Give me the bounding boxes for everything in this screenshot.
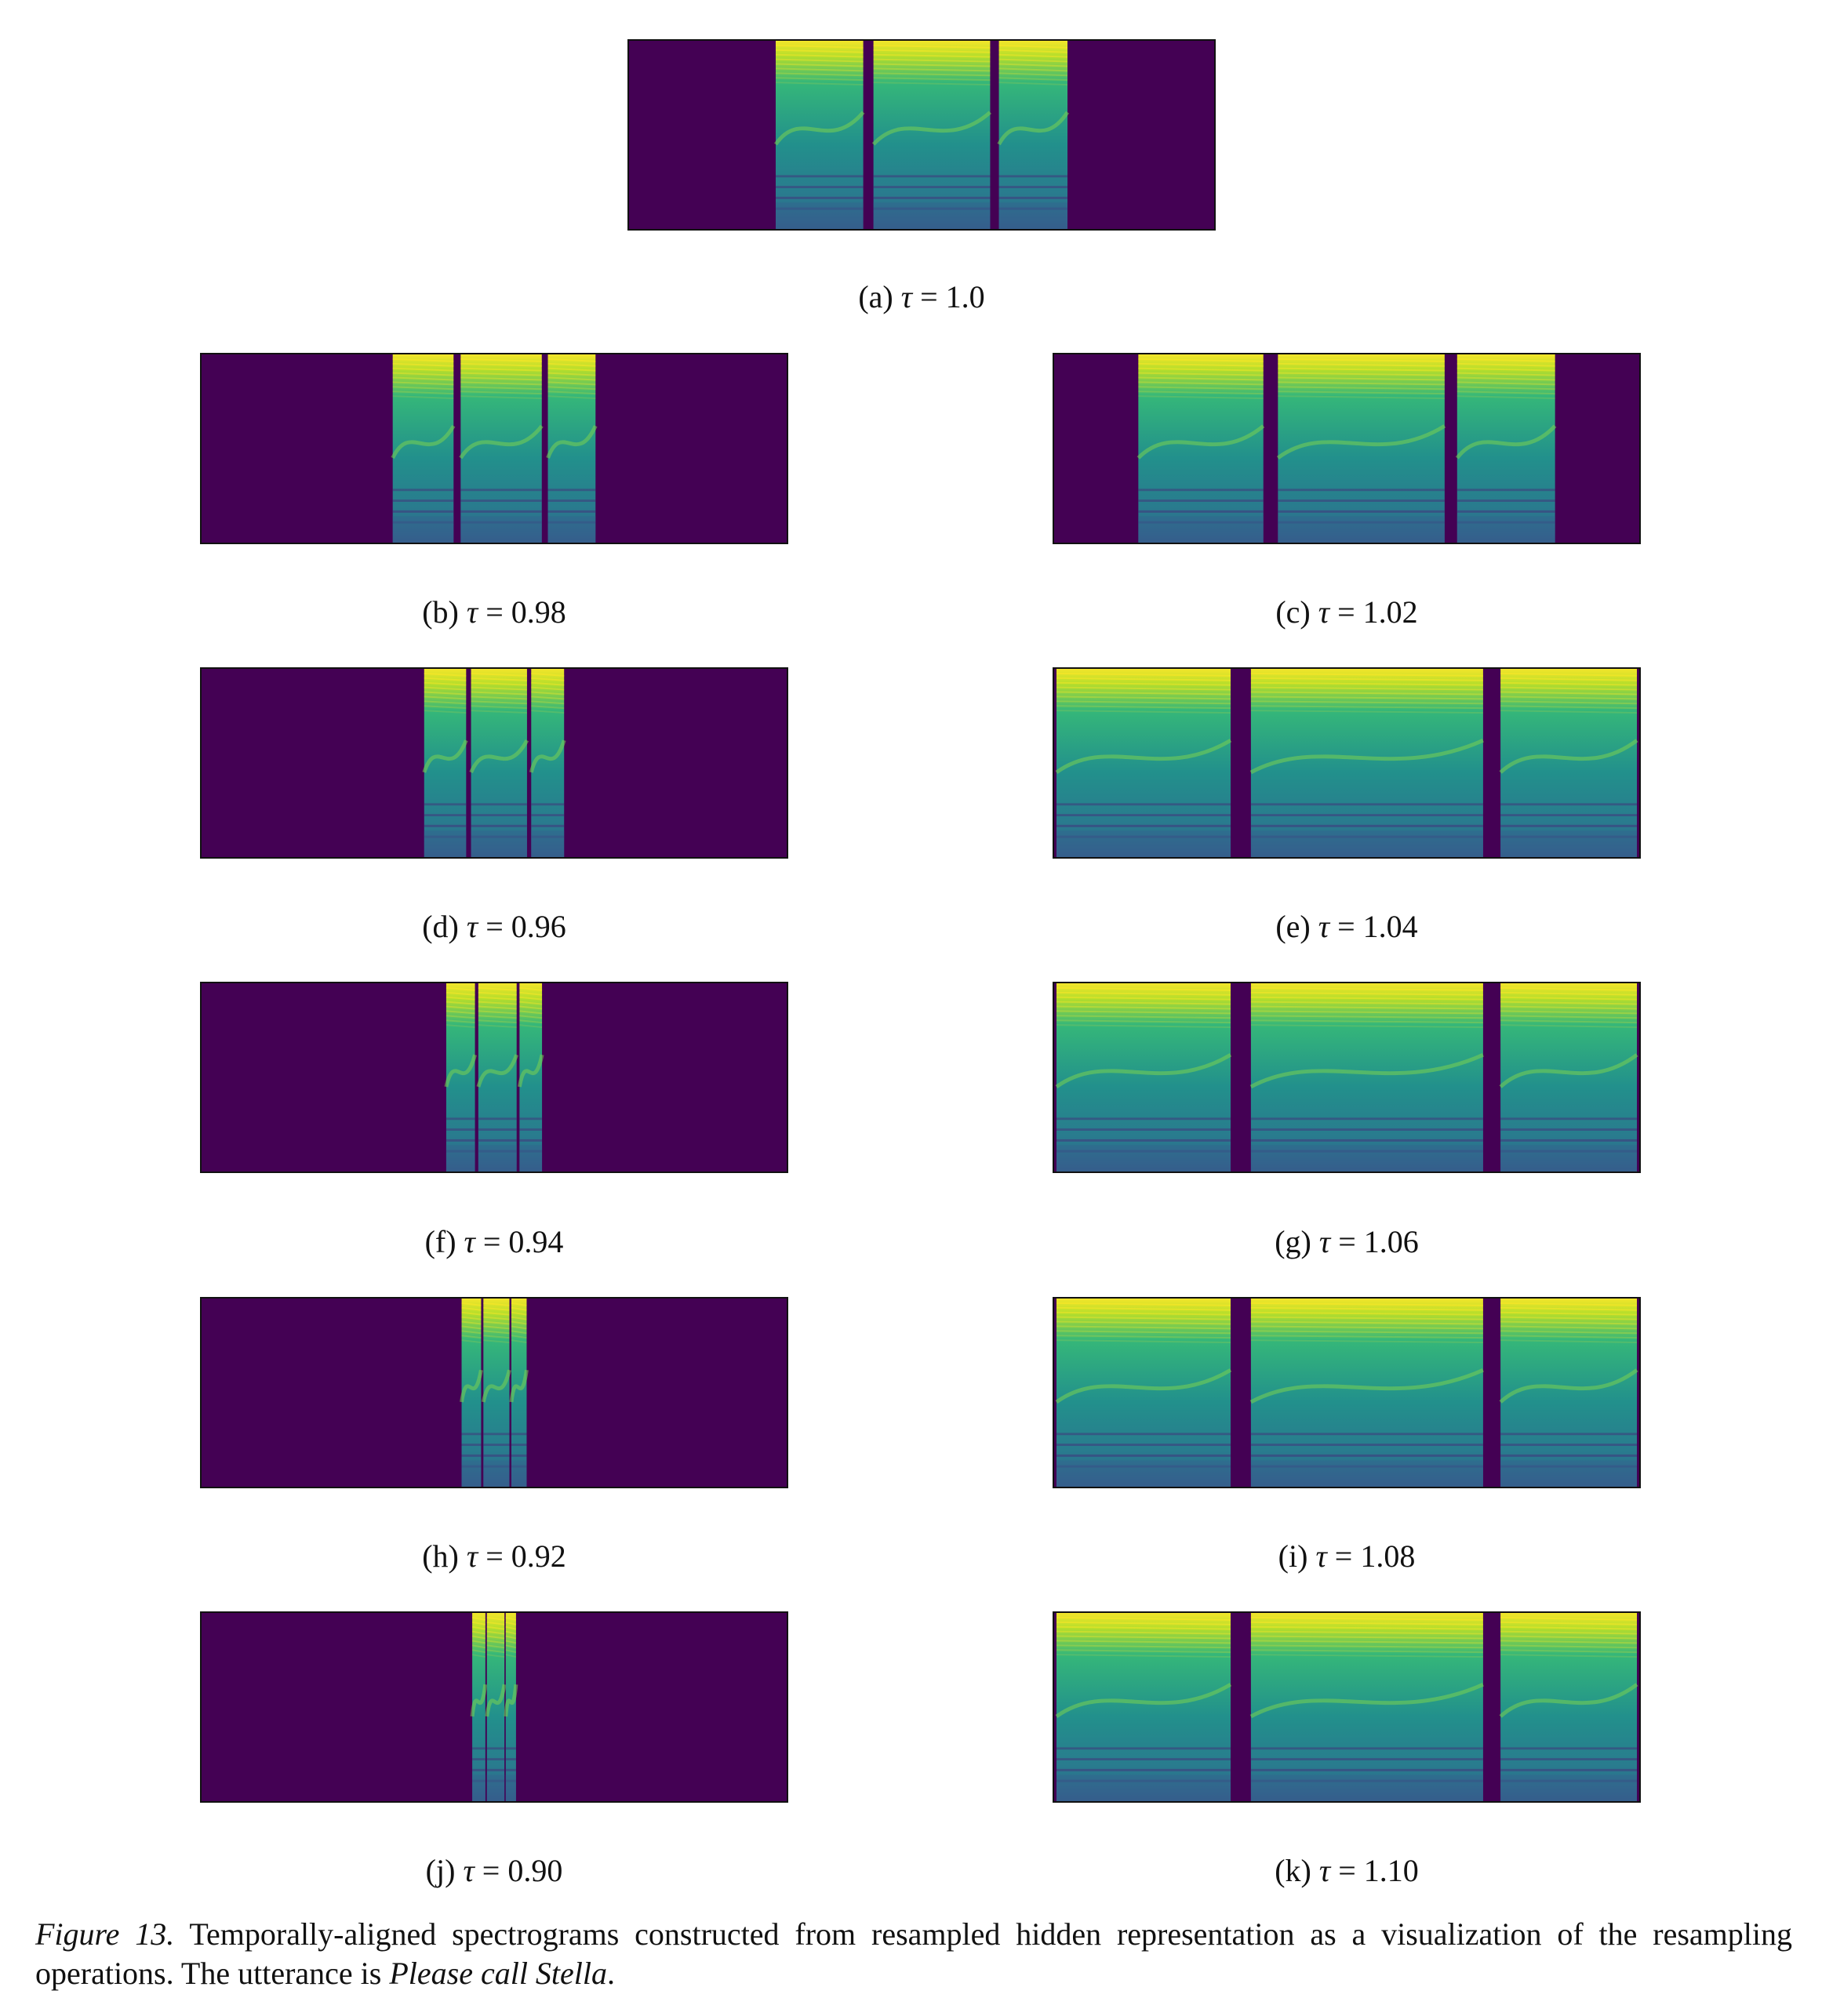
subcaption-c: (c) τ = 1.02 xyxy=(1275,594,1418,630)
spectrogram-f xyxy=(200,982,788,1173)
spectrogram-g xyxy=(1053,982,1641,1173)
spectrogram-k xyxy=(1053,1611,1641,1803)
utterance-text: Please call Stella xyxy=(389,1956,608,1991)
spectrogram-c xyxy=(1053,353,1641,544)
subcaption-e: (e) τ = 1.04 xyxy=(1275,909,1418,944)
spectrogram-e xyxy=(1053,667,1641,859)
figure-caption: Figure 13. Temporally-aligned spectrogra… xyxy=(35,1915,1792,1993)
subcaption-g: (g) τ = 1.06 xyxy=(1275,1224,1419,1259)
subcaption-b: (b) τ = 0.98 xyxy=(422,594,566,630)
spectrogram-j xyxy=(200,1611,788,1803)
spectrogram-a xyxy=(627,39,1216,231)
subcaption-j: (j) τ = 0.90 xyxy=(425,1853,563,1888)
figure-label: Figure 13. xyxy=(35,1916,175,1952)
spectrogram-h xyxy=(200,1297,788,1488)
subcaption-f: (f) τ = 0.94 xyxy=(424,1224,564,1259)
spectrogram-b xyxy=(200,353,788,544)
caption-text: Temporally-aligned spectrograms construc… xyxy=(35,1916,1792,1991)
caption-end: . xyxy=(607,1956,616,1991)
subcaption-k: (k) τ = 1.10 xyxy=(1275,1853,1419,1888)
subcaption-d: (d) τ = 0.96 xyxy=(422,909,566,944)
subcaption-i: (i) τ = 1.08 xyxy=(1278,1538,1416,1574)
subcaption-h: (h) τ = 0.92 xyxy=(422,1538,566,1574)
spectrogram-d xyxy=(200,667,788,859)
subcaption-a: (a) τ = 1.0 xyxy=(858,279,985,314)
spectrogram-i xyxy=(1053,1297,1641,1488)
